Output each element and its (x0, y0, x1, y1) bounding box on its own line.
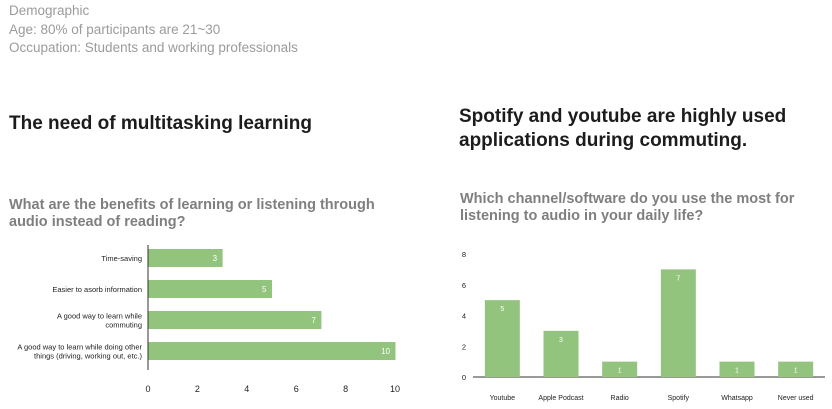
demographic-block: Demographic Age: 80% of participants are… (9, 2, 298, 58)
demographic-occupation: Occupation: Students and working profess… (9, 40, 298, 55)
y-tick-label: 6 (462, 281, 466, 290)
category-label: Youtube (490, 395, 516, 402)
bar (148, 249, 223, 267)
right-heading: Spotify and youtube are highly used appl… (459, 106, 787, 151)
bar (602, 361, 638, 377)
x-tick-label: 0 (145, 384, 150, 394)
x-tick-label: 8 (343, 384, 348, 394)
category-label: things (driving, working out, etc.) (34, 352, 142, 361)
left-heading: The need of multitasking learning (9, 113, 312, 134)
x-tick-label: 6 (294, 384, 299, 394)
y-tick-label: 2 (462, 342, 466, 351)
bar (148, 342, 396, 360)
bar (660, 269, 696, 377)
bar (148, 311, 322, 329)
bar (484, 300, 520, 377)
category-label: Radio (611, 395, 629, 402)
demographic-age: Age: 80% of participants are 21~30 (9, 21, 221, 37)
bar-value-label: 1 (794, 368, 798, 375)
x-tick-label: 2 (195, 384, 200, 394)
category-label: Apple Podcast (538, 395, 583, 402)
category-label: Easier to asorb information (52, 285, 142, 294)
y-tick-label: 4 (462, 312, 466, 321)
right-chart-question: Which channel/software do you use the mo… (460, 191, 795, 224)
bar-value-label: 3 (559, 337, 563, 344)
x-tick-label: 4 (244, 384, 249, 394)
bar (148, 280, 272, 298)
y-tick-label: 0 (462, 373, 466, 382)
category-label: Spotify (668, 395, 690, 402)
bar (543, 330, 579, 377)
left-chart-question: What are the benefits of learning or lis… (9, 197, 375, 230)
bar (719, 361, 755, 377)
category-label: A good way to learn while (57, 312, 142, 321)
y-tick-label: 8 (462, 250, 466, 259)
bar-value-label: 5 (262, 285, 267, 294)
category-label: Never used (778, 395, 814, 402)
bar-value-label: 1 (618, 368, 622, 375)
demographic-title: Demographic (9, 3, 90, 18)
bar-value-label: 3 (213, 254, 218, 263)
x-tick-label: 10 (390, 384, 400, 394)
bar (778, 361, 814, 377)
bar-value-label: 7 (311, 316, 316, 325)
bar-value-label: 5 (500, 306, 504, 313)
category-label: Time-saving (101, 254, 142, 263)
category-label: Whatsapp (721, 395, 753, 402)
bar-value-label: 10 (381, 347, 390, 356)
bar-value-label: 1 (735, 368, 739, 375)
category-label: commuting (105, 321, 142, 330)
bar-value-label: 7 (676, 275, 680, 282)
category-label: A good way to learn while doing other (17, 343, 142, 352)
